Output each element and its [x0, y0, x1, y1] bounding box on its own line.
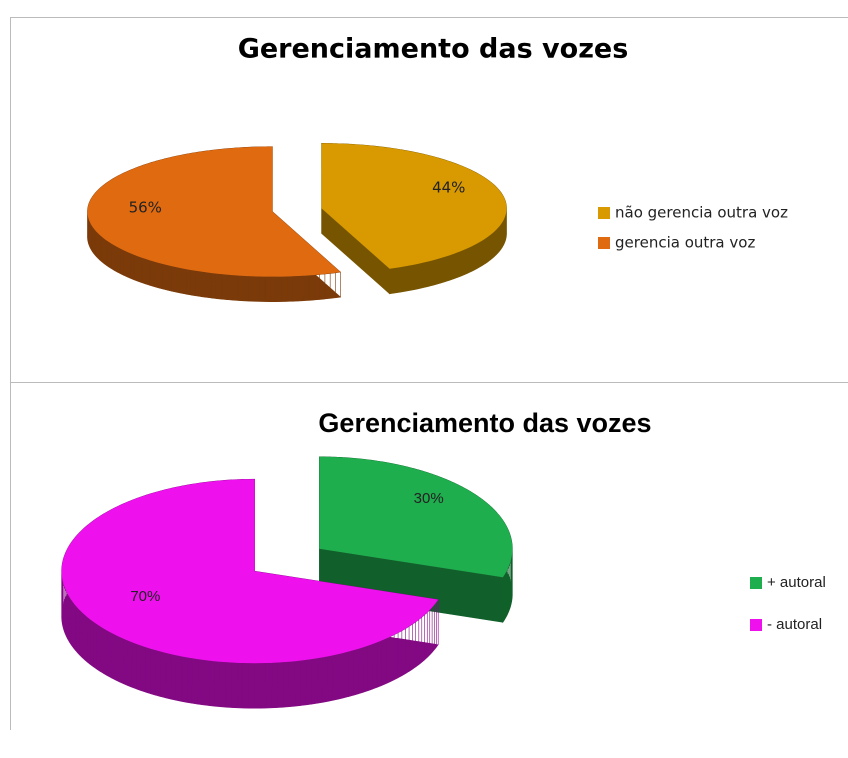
legend-swatch [598, 207, 610, 219]
pie-slice [87, 146, 341, 277]
chart-frame [10, 17, 848, 383]
pie-labels: 30% 70% [130, 490, 443, 605]
pie-tops [87, 143, 507, 277]
pie-slice [319, 456, 513, 578]
pie-tops [61, 456, 513, 664]
legend-swatch [750, 619, 762, 631]
pie-slice [321, 143, 507, 269]
legend-label: gerencia outra voz [615, 234, 755, 252]
legend-label: + autoral [767, 574, 826, 591]
pie-labels: 44% 56% [129, 178, 466, 216]
data-label: 44% [432, 178, 465, 196]
chart-title: Gerenciamento das vozes [318, 408, 651, 438]
data-label: 56% [129, 199, 162, 217]
legend-label: não gerencia outra voz [615, 204, 788, 222]
legend-swatch [598, 237, 610, 249]
legend-swatch [750, 577, 762, 589]
data-label: 70% [130, 588, 160, 605]
chart-title: Gerenciamento das vozes [238, 34, 629, 65]
pie-slice [61, 479, 439, 664]
legend-label: - autoral [767, 616, 822, 633]
data-label: 30% [414, 490, 444, 507]
